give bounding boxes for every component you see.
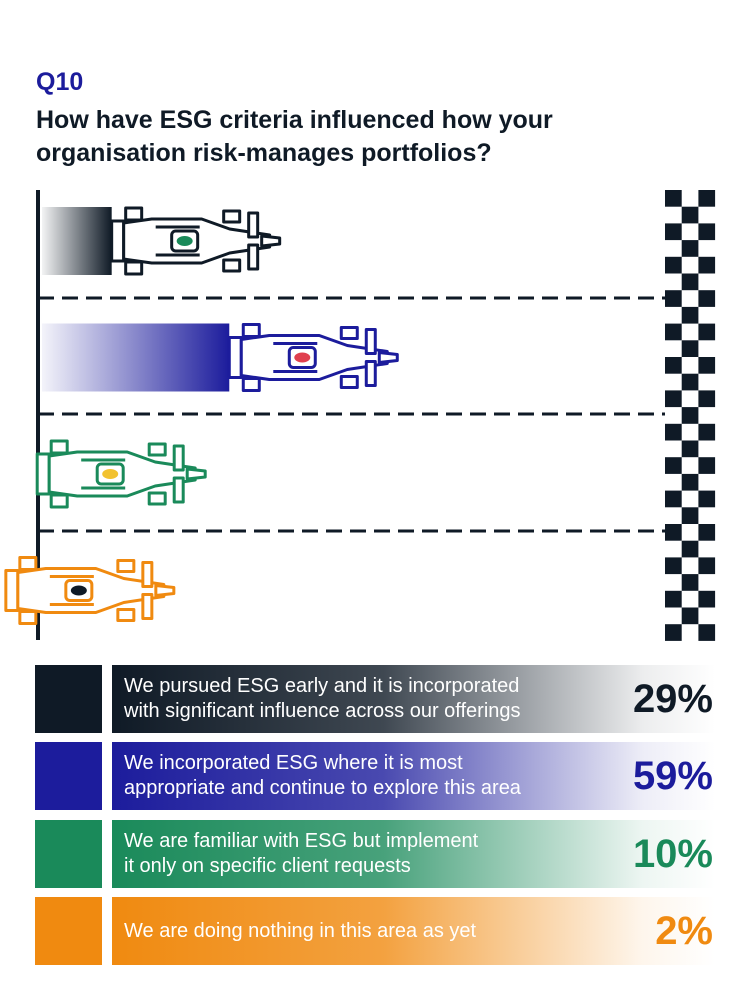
bar-1 [42,207,112,275]
finish-flag-square [698,624,716,641]
legend-label-line: We are doing nothing in this area as yet [124,919,477,942]
finish-flag-square [665,590,682,608]
legend-swatch [35,820,102,888]
finish-flag-square [698,490,716,508]
legend-bar: We are doing nothing in this area as yet… [112,897,715,965]
finish-flag-square [698,390,716,408]
legend-label-line: We are familiar with ESG but implement [124,830,479,852]
race-chart [4,190,716,641]
legend-row-3: We are familiar with ESG but implement it… [35,820,715,888]
legend-percentage: 2% [655,908,713,953]
finish-flag-square [681,273,699,291]
finish-flag-square [698,190,716,207]
finish-flag-square [681,373,699,391]
finish-flag-square [681,407,699,424]
legend-label-line: We incorporated ESG where it is most [124,752,463,774]
finish-flag-square [681,574,699,591]
question-title: How have ESG criteria influenced how you… [36,106,553,167]
finish-flag-square [665,190,682,207]
finish-flag-square [698,457,716,474]
finish-flag-square [698,290,716,307]
finish-flag-square [698,323,716,341]
finish-flag-square [681,206,699,224]
legend-label-line: it only on specific client requests [124,855,411,877]
finish-flag-square [665,557,682,575]
finish-flag-square [681,473,699,491]
finish-flag-square [665,624,682,641]
legend-row-4: We are doing nothing in this area as yet… [35,897,715,965]
finish-flag-square [698,423,716,441]
finish-flag-square [665,390,682,408]
finish-flag-square [681,240,699,257]
legend-label-line: appropriate and continue to explore this… [124,777,521,799]
legend-label-line: with significant influence across our of… [124,700,521,722]
finish-flag-square [681,306,699,324]
race-car-4 [4,556,176,625]
finish-flag-square [665,490,682,508]
finish-flag-square [698,557,716,575]
legend-swatch [35,897,102,965]
legend-label: We incorporated ESG where it is most appr… [124,742,604,810]
legend-label: We are familiar with ESG but implement it… [124,820,604,888]
finish-flag-square [681,440,699,458]
finish-flag-square [698,357,716,374]
legend-label-line: We pursued ESG early and it is incorpora… [124,675,520,697]
finish-flag-square [665,457,682,474]
finish-flag-square [698,524,716,541]
legend-bar: We are familiar with ESG but implement it… [112,820,715,888]
finish-flag-square [665,223,682,241]
finish-flag-square [665,423,682,441]
legend-swatch [35,665,102,733]
finish-flag-square [698,223,716,241]
finish-flag-square [665,290,682,307]
legend-percentage: 59% [632,753,713,798]
finish-flag-square [665,323,682,341]
finish-flag-square [665,357,682,374]
bar-2 [42,323,230,392]
race-car-2 [227,323,399,392]
legend-label: We are doing nothing in this area as yet [124,897,604,965]
race-car-3 [35,439,207,509]
legend-bar: We incorporated ESG where it is most appr… [112,742,715,810]
finish-flag-square [665,256,682,274]
legend-percentage: 10% [632,831,713,876]
finish-flag-square [681,607,699,625]
finish-flag-square [698,256,716,274]
legend-label: We pursued ESG early and it is incorpora… [124,665,604,733]
finish-flag-square [681,340,699,357]
finish-flag-square [665,524,682,541]
race-car-1 [110,206,282,276]
finish-flag-square [681,540,699,558]
finish-flag-square [698,590,716,608]
legend-bar: We pursued ESG early and it is incorpora… [112,665,715,733]
question-number: Q10 [36,68,84,96]
legend-swatch [35,742,102,810]
legend-row-1: We pursued ESG early and it is incorpora… [35,665,715,733]
finish-flag-square [681,507,699,524]
legend-percentage: 29% [632,676,713,721]
legend-row-2: We incorporated ESG where it is most appr… [35,742,715,810]
